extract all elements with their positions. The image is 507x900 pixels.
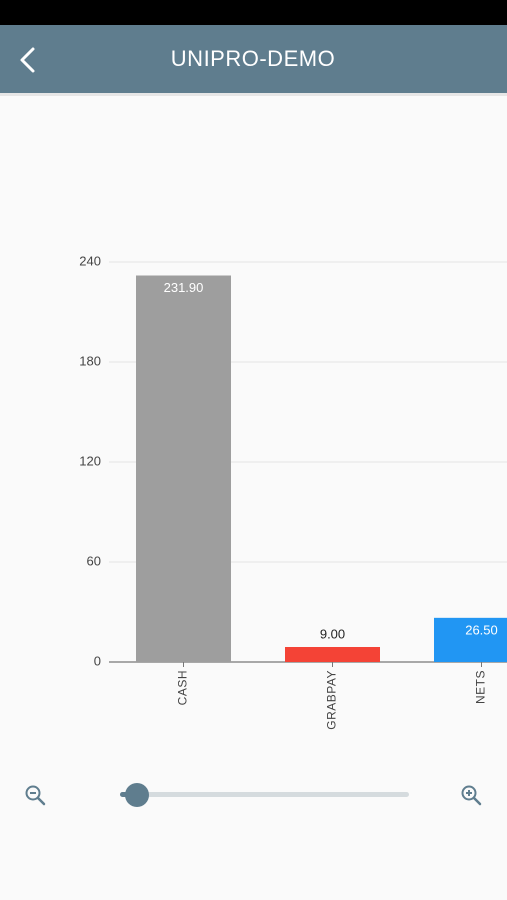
zoom-in-button[interactable] xyxy=(461,785,482,806)
app-bar xyxy=(0,25,507,93)
zoom-out-icon[interactable] xyxy=(25,785,41,801)
zoom-out-handle[interactable] xyxy=(36,796,46,806)
x-tick-label: GRABPAY xyxy=(325,670,339,730)
app-title: UNIPRO-DEMO xyxy=(171,46,335,71)
y-tick-label: 60 xyxy=(87,553,101,568)
app-bar-shadow xyxy=(0,93,507,96)
y-tick-label: 180 xyxy=(79,353,101,368)
value-label: 26.50 xyxy=(465,622,498,637)
status-bar xyxy=(0,0,507,25)
slider-track[interactable] xyxy=(120,792,409,797)
bar xyxy=(136,275,231,662)
zoom-in-icon[interactable] xyxy=(461,785,477,801)
zoom-in-handle[interactable] xyxy=(472,796,482,806)
back-icon[interactable] xyxy=(20,47,35,73)
slider-thumb[interactable] xyxy=(125,783,149,807)
value-label: 231.90 xyxy=(164,280,204,295)
chart: 0 60 120 180 240 231.90 CASH 9.00 GRABPAY 26.50 NE… xyxy=(79,253,507,730)
back-hit-area[interactable] xyxy=(8,40,48,80)
y-tick-label: 0 xyxy=(94,653,101,668)
y-tick-label: 120 xyxy=(79,453,101,468)
bar xyxy=(434,617,507,662)
x-tick-label: CASH xyxy=(176,670,190,705)
bar xyxy=(285,647,380,662)
value-label: 9.00 xyxy=(320,626,345,641)
y-tick-label: 240 xyxy=(79,253,101,268)
zoom-controls xyxy=(25,783,482,807)
back-button[interactable] xyxy=(8,40,48,80)
zoom-out-button[interactable] xyxy=(25,785,46,806)
x-tick-label: NETS xyxy=(474,670,488,704)
